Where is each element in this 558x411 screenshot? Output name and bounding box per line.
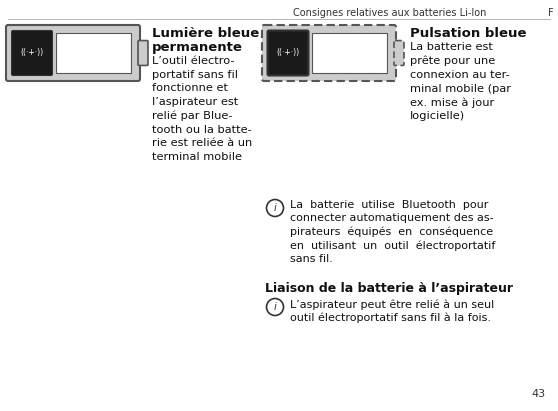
- FancyBboxPatch shape: [12, 30, 52, 76]
- FancyBboxPatch shape: [138, 41, 148, 65]
- FancyBboxPatch shape: [267, 30, 309, 76]
- Text: La batterie est
prête pour une
connexion au ter-
minal mobile (par
ex. mise à jo: La batterie est prête pour une connexion…: [410, 42, 511, 121]
- Text: i: i: [273, 302, 276, 312]
- Text: L’outil électro-
portatif sans fil
fonctionne et
l’aspirateur est
relié par Blue: L’outil électro- portatif sans fil fonct…: [152, 56, 252, 162]
- Bar: [56, 33, 131, 73]
- Text: Lumière bleue: Lumière bleue: [152, 27, 259, 40]
- Text: Liaison de la batterie à l’aspirateur: Liaison de la batterie à l’aspirateur: [265, 282, 513, 295]
- Text: ((·+·)): ((·+·)): [21, 48, 44, 58]
- Bar: [312, 33, 387, 73]
- Text: Consignes relatives aux batteries Li-Ion: Consignes relatives aux batteries Li-Ion: [294, 8, 487, 18]
- Text: permanente: permanente: [152, 41, 243, 54]
- Text: ((·+·)): ((·+·)): [276, 48, 300, 58]
- FancyBboxPatch shape: [262, 25, 396, 81]
- Text: Pulsation bleue: Pulsation bleue: [410, 27, 527, 40]
- FancyBboxPatch shape: [394, 41, 404, 65]
- Text: F: F: [548, 8, 554, 18]
- FancyBboxPatch shape: [6, 25, 140, 81]
- Text: La  batterie  utilise  Bluetooth  pour
connecter automatiquement des as-
pirateu: La batterie utilise Bluetooth pour conne…: [290, 200, 496, 263]
- Text: i: i: [273, 203, 276, 213]
- Text: L’aspirateur peut être relié à un seul
outil électroportatif sans fil à la fois.: L’aspirateur peut être relié à un seul o…: [290, 299, 494, 323]
- Text: 43: 43: [532, 389, 546, 399]
